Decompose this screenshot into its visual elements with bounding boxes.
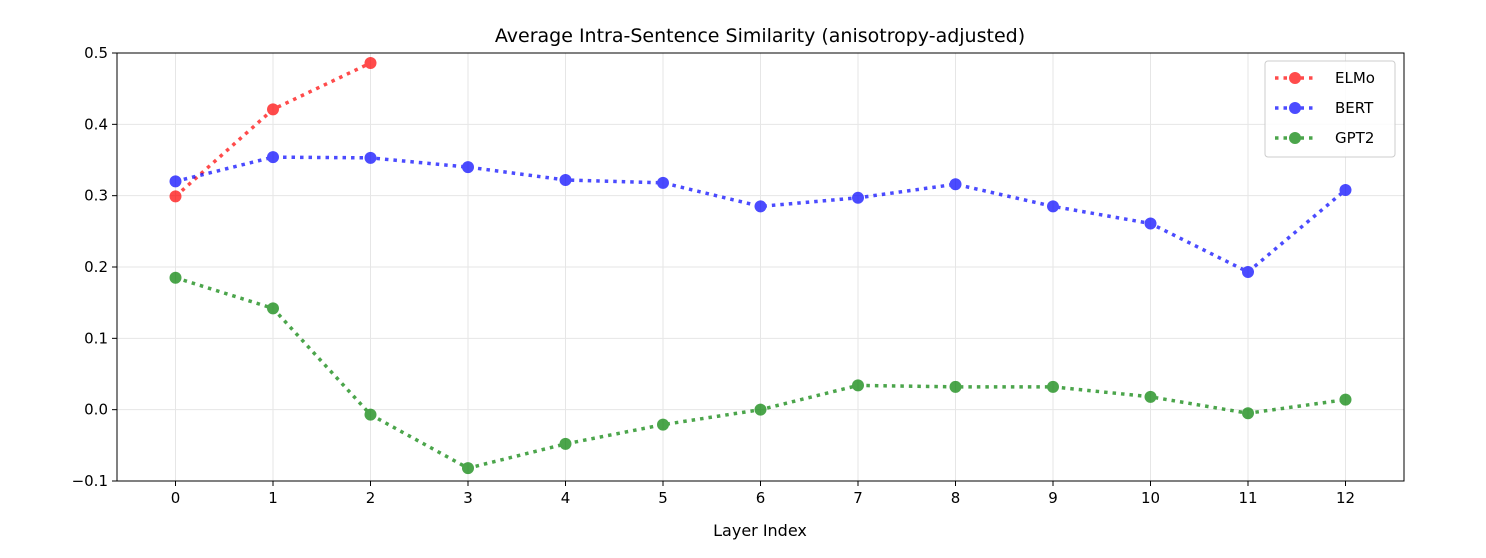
chart-title: Average Intra-Sentence Similarity (aniso… <box>495 25 1025 47</box>
legend-marker-bert <box>1289 102 1301 114</box>
y-tick-label: 0.5 <box>84 44 108 62</box>
data-point-elmo <box>267 103 279 116</box>
data-point-bert <box>462 161 474 174</box>
data-point-bert <box>559 173 572 186</box>
data-point-bert <box>754 200 767 213</box>
data-point-bert <box>949 178 962 191</box>
x-tick-label: 3 <box>463 489 473 507</box>
data-point-gpt2 <box>364 408 377 421</box>
data-point-gpt2 <box>462 462 474 475</box>
y-tick-label: 0.3 <box>84 187 108 205</box>
x-tick-label: 4 <box>561 489 571 507</box>
data-point-gpt2 <box>852 379 864 392</box>
legend-entry-elmo: ELMo <box>1275 69 1375 87</box>
y-tick-label: −0.1 <box>72 472 108 490</box>
x-tick-label: 0 <box>171 489 181 507</box>
data-point-gpt2 <box>169 271 182 284</box>
data-point-bert <box>364 151 377 164</box>
x-axis-label: Layer Index <box>713 521 807 540</box>
data-point-gpt2 <box>754 403 767 416</box>
x-tick-label: 9 <box>1048 489 1058 507</box>
legend-marker-elmo <box>1289 72 1301 84</box>
x-tick-label: 11 <box>1238 489 1257 507</box>
data-point-gpt2 <box>559 437 572 450</box>
series-elmo <box>169 56 377 203</box>
series-gpt2 <box>169 271 1352 475</box>
legend-entry-gpt2: GPT2 <box>1275 129 1374 147</box>
data-point-gpt2 <box>657 418 669 431</box>
data-point-bert <box>852 191 864 204</box>
data-point-bert <box>169 175 182 188</box>
x-tick-label: 6 <box>756 489 766 507</box>
data-point-gpt2 <box>267 302 279 315</box>
data-point-elmo <box>169 190 182 203</box>
legend-swatch-gpt2 <box>1275 132 1315 144</box>
x-tick-label: 7 <box>853 489 863 507</box>
data-point-bert <box>267 151 279 164</box>
data-point-gpt2 <box>1144 390 1157 403</box>
data-point-bert <box>657 176 669 189</box>
y-tick-label: 0.4 <box>84 115 108 133</box>
legend-marker-gpt2 <box>1289 132 1301 144</box>
data-point-gpt2 <box>1047 380 1059 393</box>
data-point-bert <box>1339 183 1352 196</box>
data-point-bert <box>1242 265 1254 278</box>
axis-ticks: 0 1 2 3 4 5 6 7 8 9 10 11 12−0.10.00.10.20.30.40.5 <box>72 44 1355 507</box>
series-bert <box>169 151 1352 278</box>
data-point-gpt2 <box>1339 393 1352 406</box>
legend: ELMo BERT GPT2 <box>1264 60 1396 158</box>
data-point-bert <box>1047 200 1059 213</box>
legend-label-bert: BERT <box>1335 99 1374 117</box>
series-layer <box>169 56 1352 475</box>
x-tick-label: 5 <box>658 489 668 507</box>
legend-label-elmo: ELMo <box>1335 69 1375 87</box>
y-tick-label: 0.0 <box>84 401 108 419</box>
grid <box>117 52 1404 482</box>
data-point-elmo <box>364 56 377 69</box>
x-tick-label: 1 <box>268 489 278 507</box>
x-tick-label: 8 <box>951 489 961 507</box>
legend-swatch-elmo <box>1275 72 1315 84</box>
legend-swatch-bert <box>1275 102 1315 114</box>
legend-label-gpt2: GPT2 <box>1335 129 1374 147</box>
y-tick-label: 0.1 <box>84 329 108 347</box>
data-point-gpt2 <box>1242 407 1254 420</box>
x-tick-label: 12 <box>1336 489 1355 507</box>
data-point-bert <box>1144 217 1157 230</box>
x-tick-label: 10 <box>1141 489 1160 507</box>
legend-entry-bert: BERT <box>1275 99 1374 117</box>
data-point-gpt2 <box>949 380 962 393</box>
x-tick-label: 2 <box>366 489 376 507</box>
y-tick-label: 0.2 <box>84 258 108 276</box>
